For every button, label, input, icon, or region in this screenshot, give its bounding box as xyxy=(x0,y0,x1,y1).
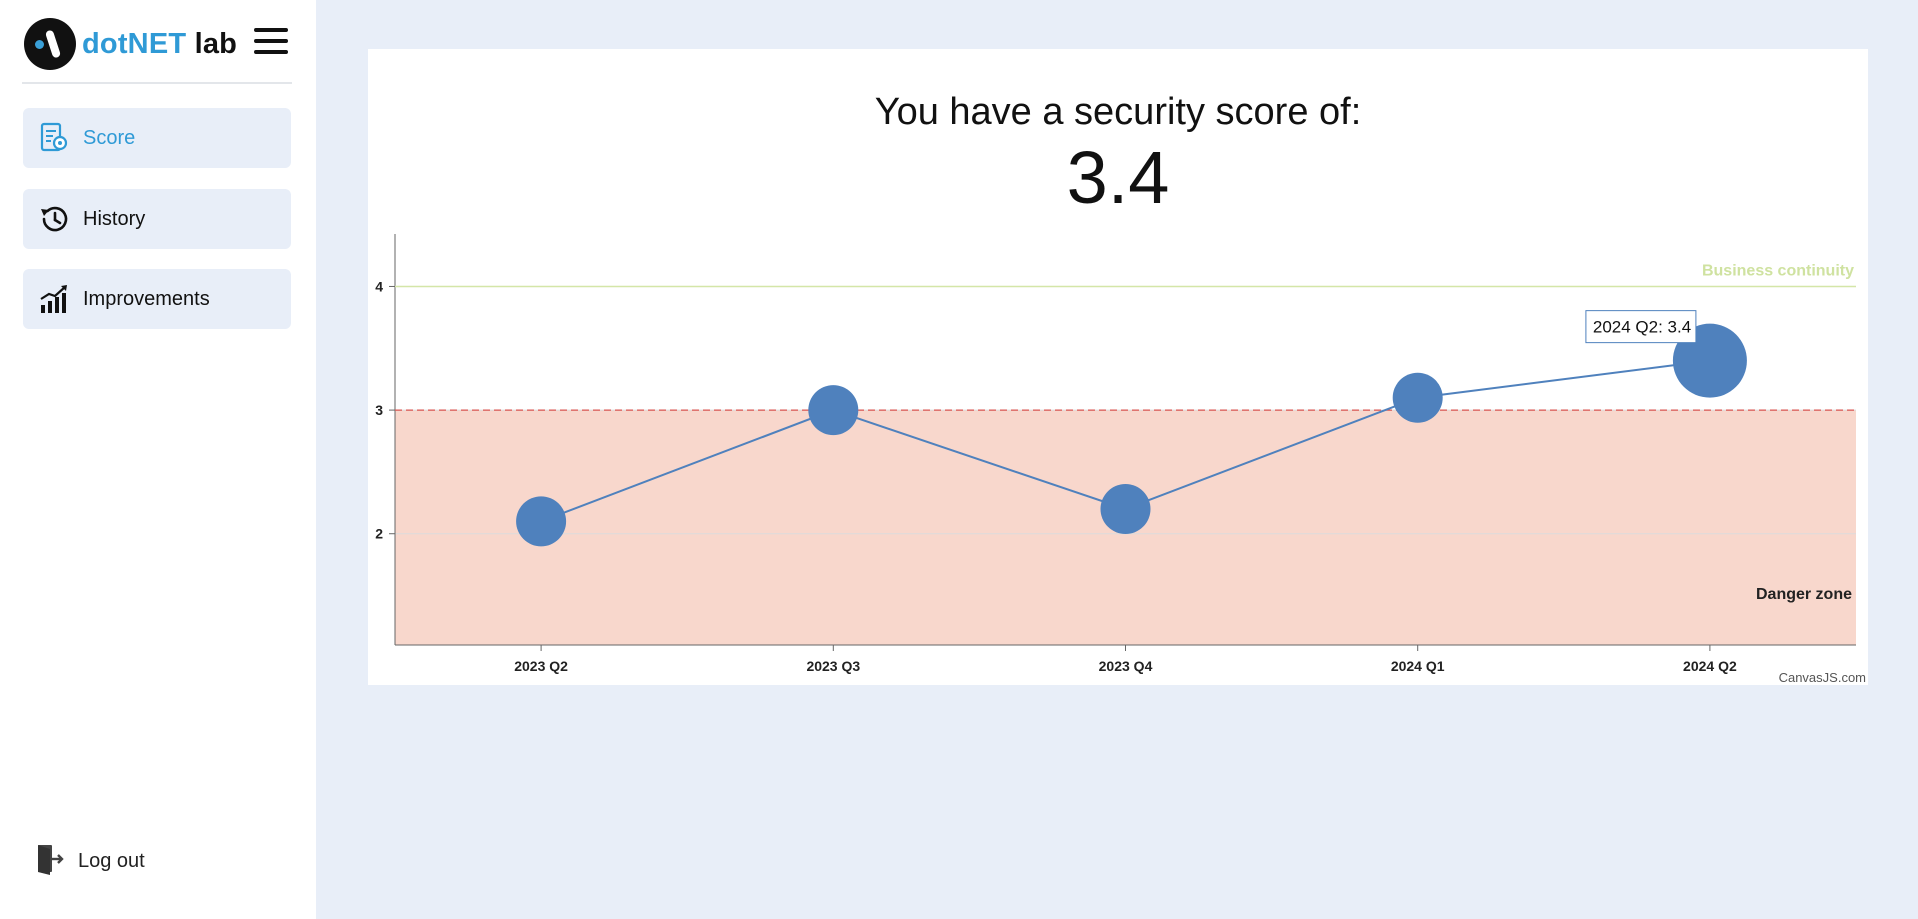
x-tick-label: 2024 Q1 xyxy=(1391,658,1445,674)
y-tick-label: 2 xyxy=(375,526,383,542)
y-tick-label: 3 xyxy=(375,402,383,418)
logout-door-icon xyxy=(34,842,64,881)
history-icon xyxy=(37,202,71,236)
business-continuity-label: Business continuity xyxy=(1702,262,1854,279)
x-tick-label: 2023 Q3 xyxy=(806,658,860,674)
brand-name-part1: dotNET xyxy=(82,27,187,60)
score-card: You have a security score of: 3.4 Busine… xyxy=(368,49,1868,685)
sidebar-item-label: History xyxy=(83,207,146,230)
score-report-icon xyxy=(37,121,71,155)
brand-logo[interactable]: dotNET lab xyxy=(24,18,237,70)
data-point[interactable] xyxy=(1392,372,1443,423)
logout-button[interactable]: Log out xyxy=(34,842,145,881)
x-tick-label: 2023 Q4 xyxy=(1099,658,1153,674)
sidebar-divider xyxy=(22,82,292,84)
improvements-chart-icon xyxy=(37,282,71,316)
sidebar: dotNET lab Score xyxy=(0,0,316,919)
x-tick-label: 2023 Q2 xyxy=(514,658,568,674)
sidebar-item-score[interactable]: Score xyxy=(23,108,291,168)
security-score-chart[interactable]: Business continuity Danger zone 2 3 4 2023… xyxy=(368,49,1868,685)
sidebar-item-label: Improvements xyxy=(83,287,210,310)
data-point[interactable] xyxy=(1100,484,1151,534)
danger-zone-label: Danger zone xyxy=(1756,586,1852,603)
x-tick-label: 2024 Q2 xyxy=(1683,658,1737,674)
logout-label: Log out xyxy=(78,850,145,872)
tooltip: 2024 Q2: 3.4 xyxy=(1585,310,1697,344)
tooltip-text: 2024 Q2: 3.4 xyxy=(1593,318,1691,337)
dotnetlab-logo-icon xyxy=(24,18,76,70)
brand-name: dotNET lab xyxy=(82,28,237,61)
score-value: 3.4 xyxy=(1066,136,1170,219)
canvasjs-credit-link[interactable]: CanvasJS.com xyxy=(1778,670,1866,685)
hamburger-menu-icon[interactable] xyxy=(254,28,288,58)
data-point[interactable] xyxy=(516,496,567,547)
brand-name-part2: lab xyxy=(194,27,238,60)
sidebar-item-label: Score xyxy=(83,126,136,149)
score-title: You have a security score of: xyxy=(874,91,1362,133)
sidebar-item-improvements[interactable]: Improvements xyxy=(23,269,291,329)
data-point[interactable] xyxy=(808,385,859,436)
sidebar-item-history[interactable]: History xyxy=(23,189,291,249)
y-tick-label: 4 xyxy=(375,278,383,294)
